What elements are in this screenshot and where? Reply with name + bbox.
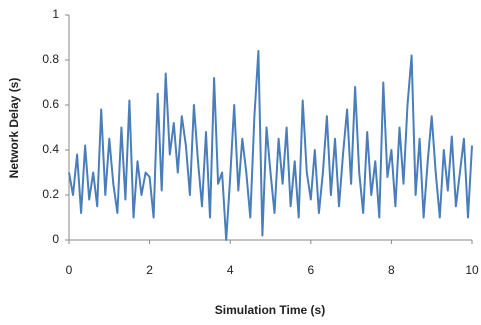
y-axis-label: Network Delay (s) — [7, 78, 21, 179]
x-tick-label: 6 — [307, 263, 314, 277]
data-line — [68, 50, 473, 241]
x-axis-label: Simulation Time (s) — [215, 303, 325, 317]
y-tick-label: 1 — [52, 7, 59, 21]
x-tick-label: 8 — [388, 263, 395, 277]
x-tick-label: 0 — [66, 263, 73, 277]
x-tick-label: 10 — [465, 263, 479, 277]
y-tick-label: 0 — [52, 232, 59, 246]
y-tick-label: 0.2 — [42, 187, 59, 201]
y-tick-label: 0.6 — [42, 97, 59, 111]
x-tick-label: 2 — [146, 263, 153, 277]
y-tick-label: 0.8 — [42, 52, 59, 66]
y-tick-label: 0.4 — [42, 142, 59, 156]
x-tick-label: 4 — [227, 263, 234, 277]
